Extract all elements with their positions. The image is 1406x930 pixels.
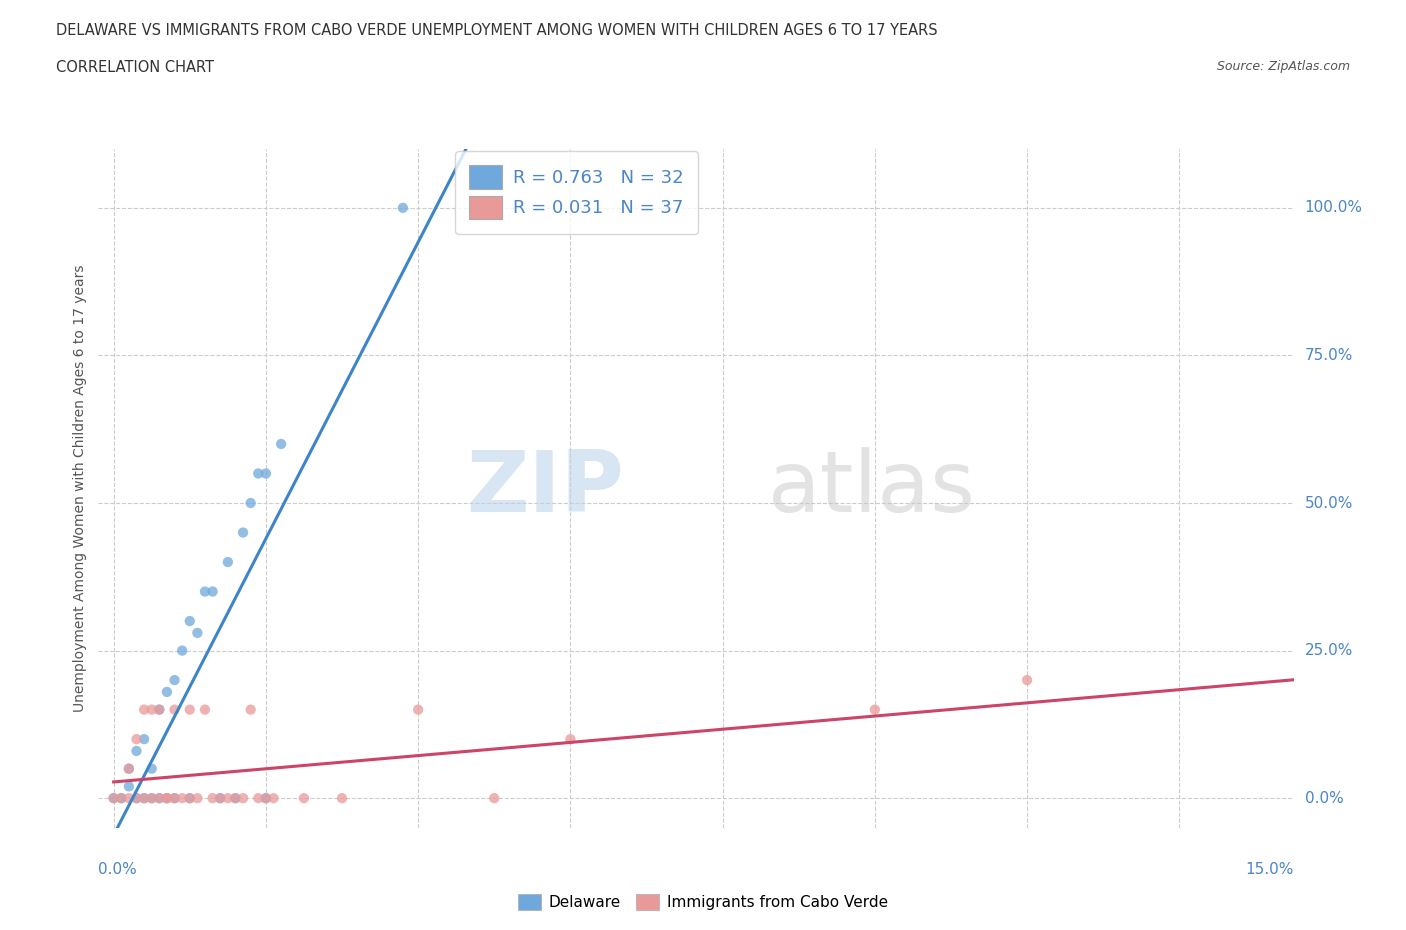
Text: 50.0%: 50.0% [1305, 496, 1353, 511]
Point [194, 584, 217, 599]
Point [118, 779, 141, 794]
Point [863, 702, 886, 717]
Point [270, 436, 292, 451]
Point [148, 702, 170, 717]
Text: 0.0%: 0.0% [1305, 790, 1343, 805]
Text: DELAWARE VS IMMIGRANTS FROM CABO VERDE UNEMPLOYMENT AMONG WOMEN WITH CHILDREN AG: DELAWARE VS IMMIGRANTS FROM CABO VERDE U… [56, 23, 938, 38]
Point [156, 684, 179, 699]
Point [263, 790, 285, 805]
Point [172, 790, 194, 805]
Point [179, 790, 201, 805]
Point [125, 790, 148, 805]
Text: CORRELATION CHART: CORRELATION CHART [56, 60, 214, 75]
Point [156, 790, 179, 805]
Point [239, 496, 262, 511]
Point [217, 790, 239, 805]
Point [148, 790, 170, 805]
Point [247, 466, 270, 481]
Point [247, 790, 270, 805]
Point [209, 790, 232, 805]
Point [232, 790, 254, 805]
Text: Source: ZipAtlas.com: Source: ZipAtlas.com [1216, 60, 1350, 73]
Point [254, 790, 277, 805]
Point [392, 200, 415, 215]
Point [156, 790, 179, 805]
Point [201, 790, 224, 805]
Legend: R = 0.763   N = 32, R = 0.031   N = 37: R = 0.763 N = 32, R = 0.031 N = 37 [456, 151, 697, 233]
Point [186, 790, 208, 805]
Point [141, 702, 163, 717]
Point [406, 702, 429, 717]
Point [239, 702, 262, 717]
Text: atlas: atlas [768, 446, 976, 530]
Text: ZIP: ZIP [467, 446, 624, 530]
Point [118, 762, 141, 777]
Point [217, 554, 239, 569]
Legend: Delaware, Immigrants from Cabo Verde: Delaware, Immigrants from Cabo Verde [510, 886, 896, 918]
Point [292, 790, 315, 805]
Point [148, 790, 170, 805]
Text: 75.0%: 75.0% [1305, 348, 1353, 363]
Point [132, 790, 155, 805]
Text: 15.0%: 15.0% [1246, 862, 1294, 877]
Point [1017, 672, 1039, 687]
Text: 100.0%: 100.0% [1305, 200, 1362, 216]
Point [163, 702, 186, 717]
Text: 0.0%: 0.0% [98, 862, 138, 877]
Point [330, 790, 353, 805]
Point [179, 790, 201, 805]
Point [103, 790, 125, 805]
Text: 25.0%: 25.0% [1305, 644, 1353, 658]
Point [141, 762, 163, 777]
Point [156, 790, 179, 805]
Point [103, 790, 125, 805]
Point [110, 790, 132, 805]
Point [163, 790, 186, 805]
Point [132, 790, 155, 805]
Point [194, 702, 217, 717]
Point [132, 702, 155, 717]
Point [125, 790, 148, 805]
Point [186, 626, 208, 641]
Point [163, 672, 186, 687]
Point [484, 790, 506, 805]
Point [224, 790, 246, 805]
Point [118, 790, 141, 805]
Point [148, 702, 170, 717]
Point [179, 702, 201, 717]
Point [560, 732, 582, 747]
Point [201, 584, 224, 599]
Point [110, 790, 132, 805]
Point [254, 466, 277, 481]
Point [172, 644, 194, 658]
Point [125, 732, 148, 747]
Point [132, 732, 155, 747]
Point [224, 790, 246, 805]
Point [118, 762, 141, 777]
Point [254, 790, 277, 805]
Point [163, 790, 186, 805]
Point [125, 743, 148, 758]
Y-axis label: Unemployment Among Women with Children Ages 6 to 17 years: Unemployment Among Women with Children A… [73, 264, 87, 712]
Point [179, 614, 201, 629]
Point [141, 790, 163, 805]
Point [232, 525, 254, 540]
Point [209, 790, 232, 805]
Point [141, 790, 163, 805]
